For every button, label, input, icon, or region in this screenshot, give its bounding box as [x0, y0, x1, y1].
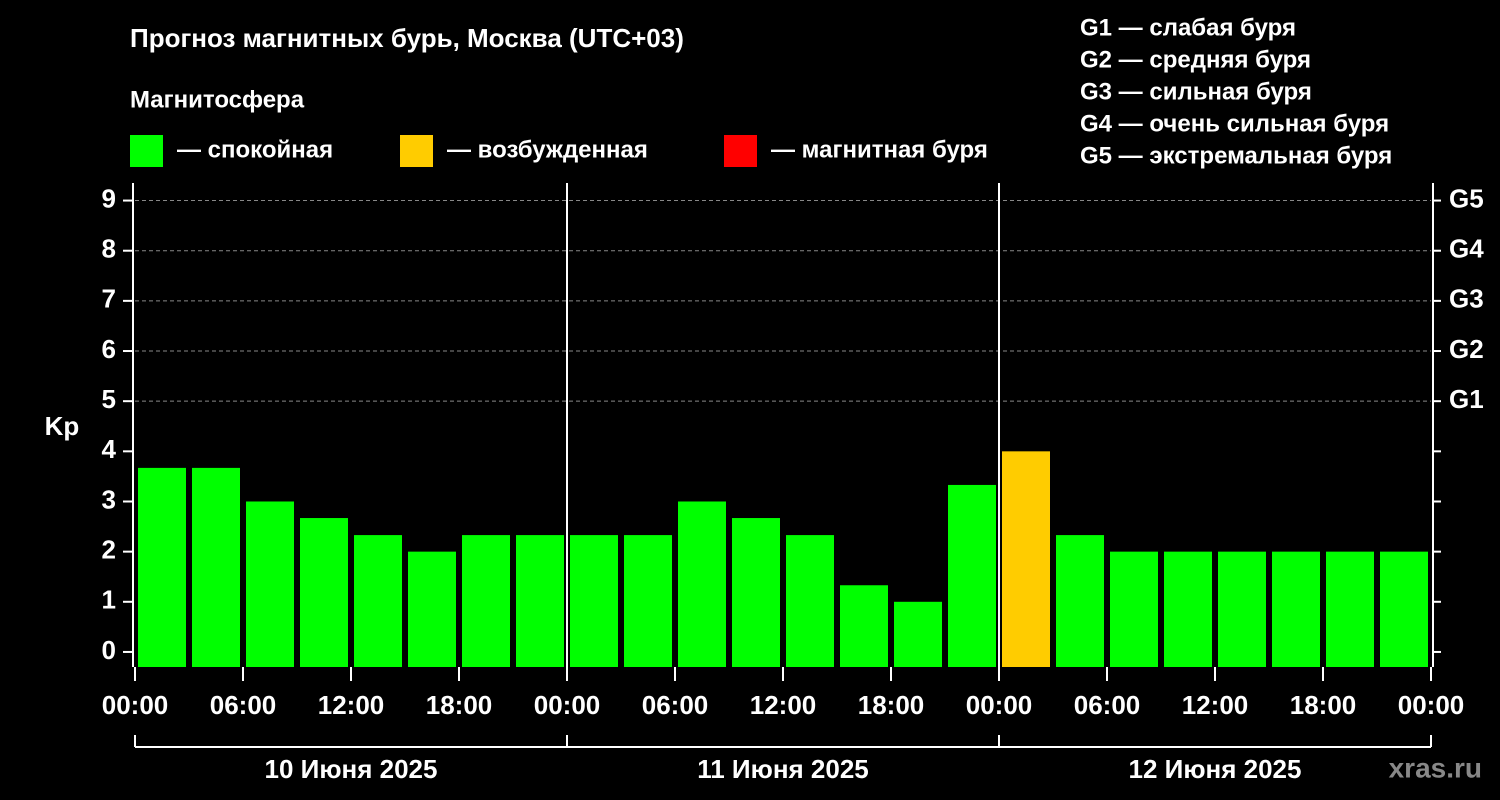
bar [1326, 551, 1374, 667]
day-label: 12 Июня 2025 [1129, 754, 1302, 784]
x-tick-label: 12:00 [1182, 690, 1249, 720]
bar [840, 585, 888, 667]
x-tick-label: 18:00 [426, 690, 493, 720]
x-tick-label: 06:00 [1074, 690, 1141, 720]
day-label: 11 Июня 2025 [697, 754, 869, 784]
y-tick-label: 9 [102, 183, 116, 213]
bar [300, 518, 348, 667]
storm-scale-entry: G1 — слабая буря [1080, 14, 1296, 41]
storm-scale-entry: G2 — средняя буря [1080, 46, 1311, 73]
bar [678, 501, 726, 667]
legend-swatch [400, 135, 433, 167]
bar [138, 467, 186, 667]
bar [1056, 535, 1104, 667]
watermark: xras.ru [1389, 752, 1482, 783]
storm-scale-entry: G5 — экстремальная буря [1080, 142, 1392, 169]
x-tick-label: 00:00 [966, 690, 1033, 720]
y2-tick-label: G4 [1449, 234, 1484, 264]
x-tick-label: 18:00 [1290, 690, 1357, 720]
x-tick-label: 06:00 [642, 690, 709, 720]
day-label: 10 Июня 2025 [265, 754, 438, 784]
bar [732, 518, 780, 667]
bar [624, 535, 672, 667]
bar [462, 535, 510, 667]
y-tick-label: 8 [102, 234, 116, 264]
bar [1110, 551, 1158, 667]
y-tick-label: 1 [102, 585, 116, 615]
bar [1218, 551, 1266, 667]
bar [786, 535, 834, 667]
y-tick-label: 3 [102, 484, 116, 514]
x-tick-label: 12:00 [318, 690, 385, 720]
bar [1164, 551, 1212, 667]
x-tick-label: 00:00 [102, 690, 169, 720]
y-tick-label: 0 [102, 635, 116, 665]
bar [1002, 451, 1050, 667]
bar [1380, 551, 1428, 667]
legend-swatch [724, 135, 757, 167]
x-tick-label: 06:00 [210, 690, 277, 720]
bar [354, 535, 402, 667]
legend-label: — спокойная [177, 136, 333, 163]
y2-tick-label: G3 [1449, 284, 1484, 314]
x-tick-label: 12:00 [750, 690, 817, 720]
bar [408, 551, 456, 667]
bar [894, 601, 942, 667]
bar [516, 535, 564, 667]
bar [192, 467, 240, 667]
bar [948, 484, 996, 667]
storm-scale-entry: G4 — очень сильная буря [1080, 110, 1389, 137]
legend-swatch [130, 135, 163, 167]
bar [1272, 551, 1320, 667]
y-tick-label: 4 [102, 434, 117, 464]
x-tick-label: 18:00 [858, 690, 925, 720]
y2-tick-label: G1 [1449, 384, 1484, 414]
y-tick-label: 2 [102, 535, 116, 565]
chart-title: Прогноз магнитных бурь, Москва (UTC+03) [130, 23, 684, 53]
legend-label: — возбужденная [447, 136, 648, 163]
storm-scale-entry: G3 — сильная буря [1080, 78, 1312, 105]
x-tick-label: 00:00 [534, 690, 601, 720]
subtitle: Магнитосфера [130, 86, 305, 113]
x-tick-label: 00:00 [1398, 690, 1465, 720]
bar [246, 501, 294, 667]
y-tick-label: 6 [102, 334, 116, 364]
legend-label: — магнитная буря [771, 136, 988, 163]
bar [570, 535, 618, 667]
y2-tick-label: G5 [1449, 183, 1484, 213]
y-tick-label: 5 [102, 384, 116, 414]
y2-tick-label: G2 [1449, 334, 1484, 364]
y-tick-label: 7 [102, 284, 116, 314]
y-axis-label: Kp [45, 411, 80, 441]
